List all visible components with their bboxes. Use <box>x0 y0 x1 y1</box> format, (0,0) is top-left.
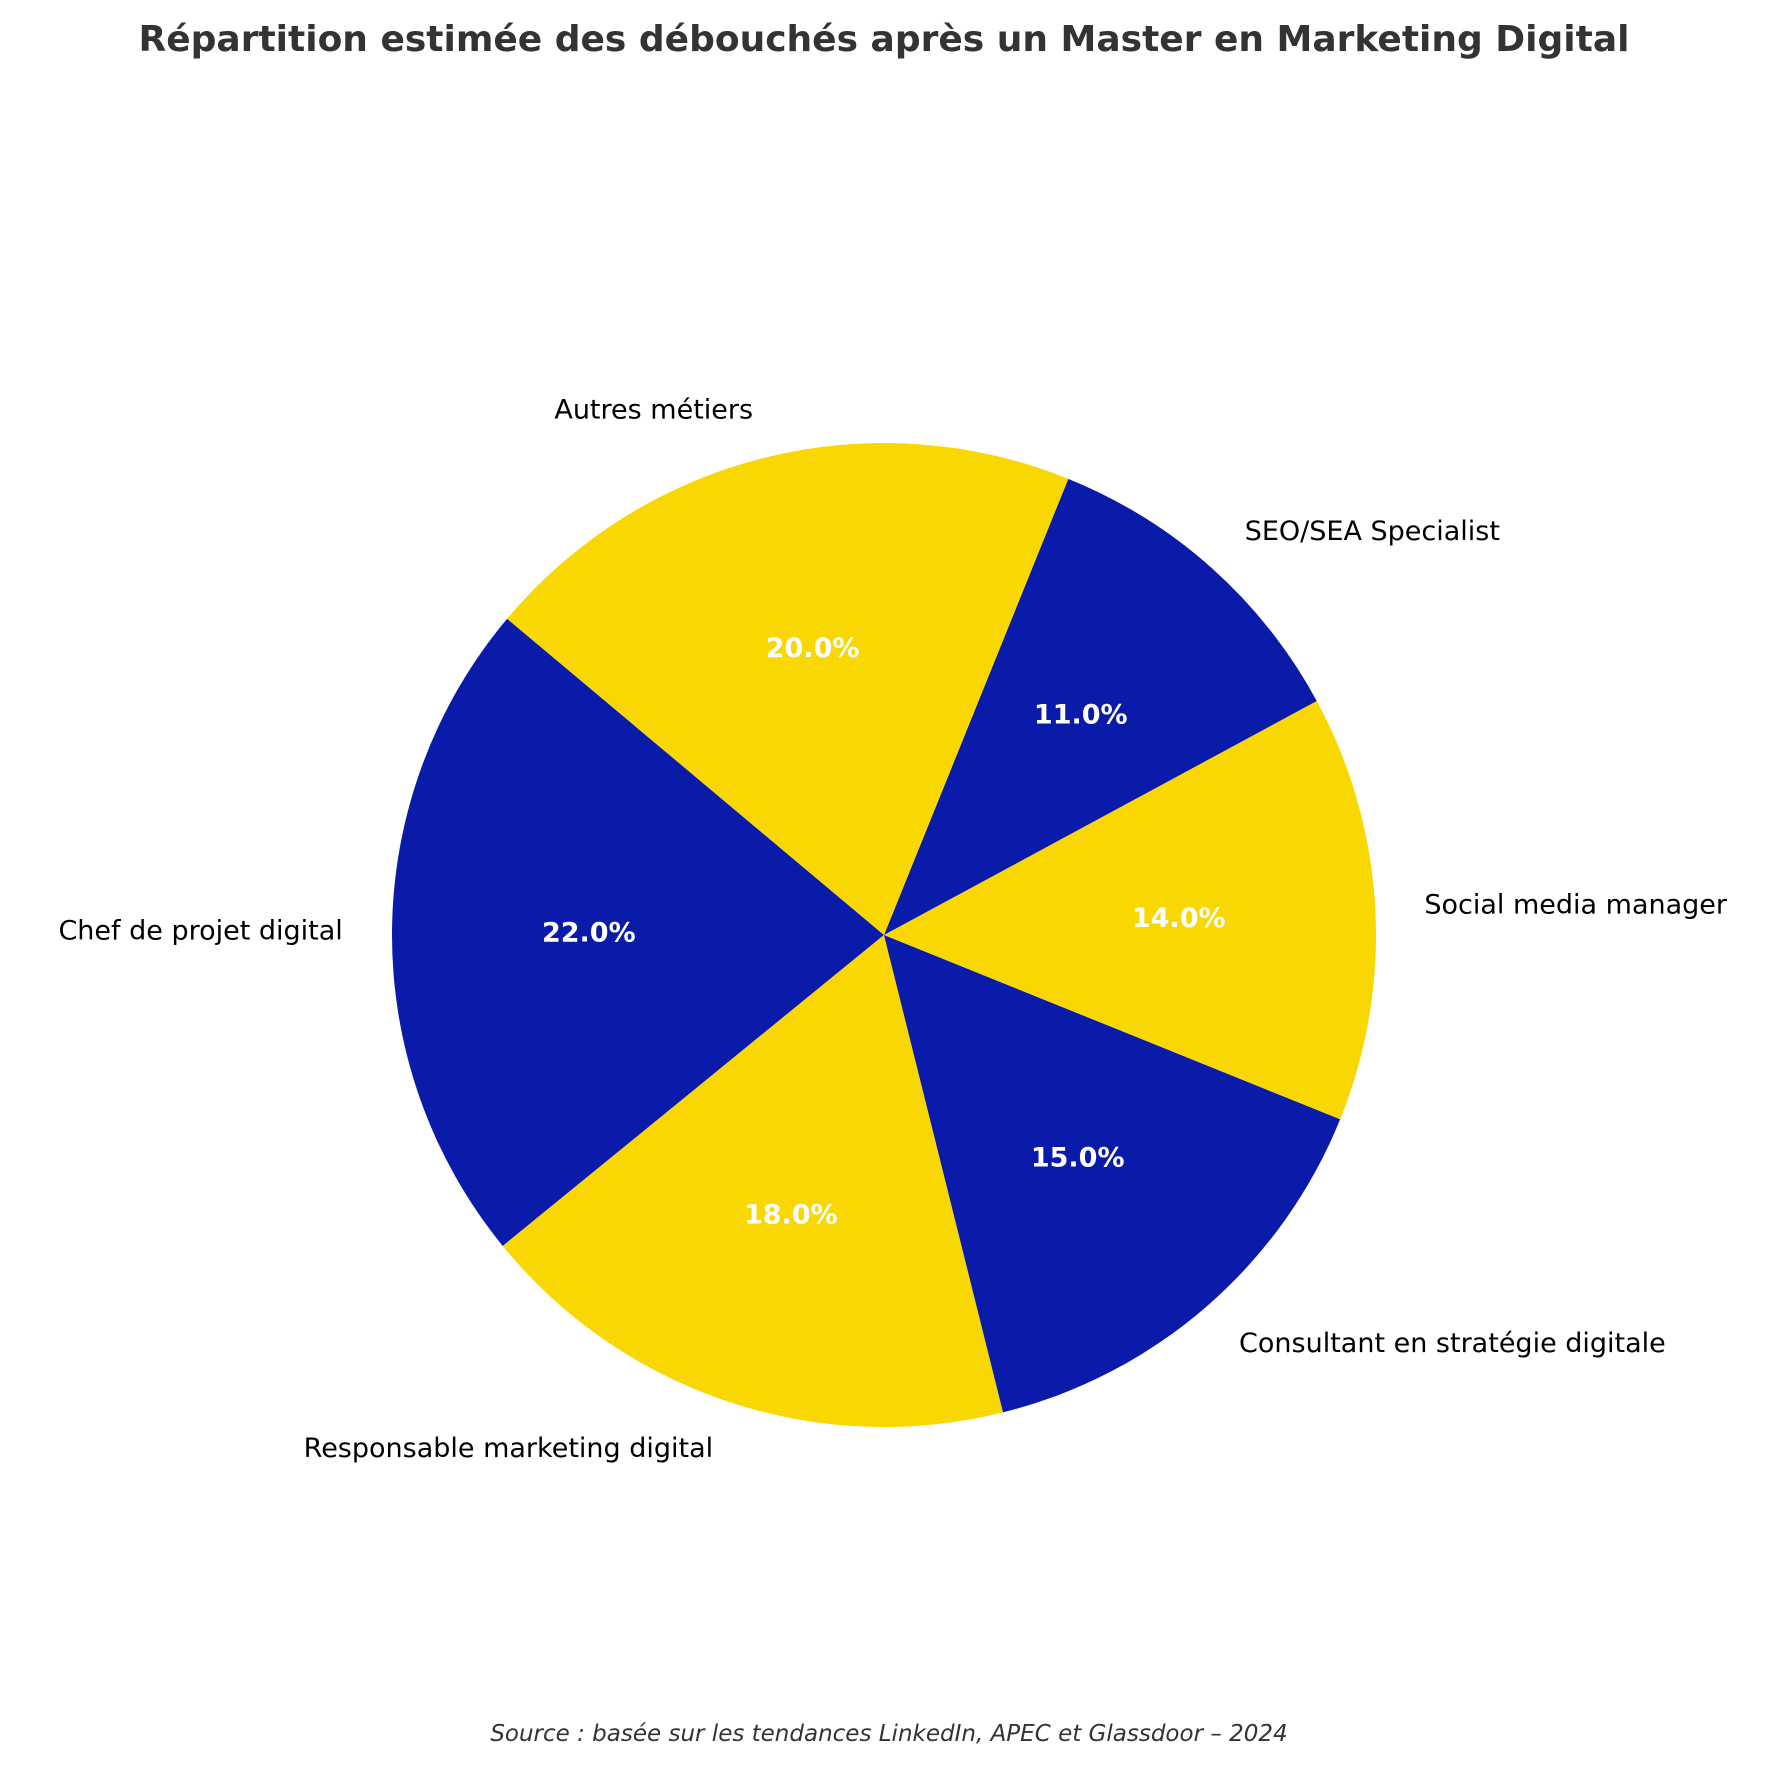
pie-slice-4 <box>884 478 1317 935</box>
slice-label-2: Consultant en stratégie digitale <box>1239 1328 1666 1359</box>
source-note: Source : basée sur les tendances LinkedI… <box>490 1721 1287 1747</box>
pie-slice-1 <box>502 935 1004 1427</box>
slice-label-5: Autres métiers <box>554 394 753 425</box>
slice-label-1: Responsable marketing digital <box>304 1433 714 1464</box>
pie-slice-0 <box>392 618 884 1246</box>
slice-percentage-4: 11.0% <box>1034 699 1128 730</box>
slice-percentage-1: 18.0% <box>744 1200 838 1231</box>
slice-percentage-5: 20.0% <box>766 633 860 664</box>
pie-slice-5 <box>507 443 1069 935</box>
slice-percentage-2: 15.0% <box>1031 1142 1125 1173</box>
chart-title: Répartition estimée des débouchés après … <box>139 19 1630 60</box>
pie-slice-3 <box>884 700 1376 1120</box>
slice-percentage-0: 22.0% <box>542 917 636 948</box>
percentage-labels: 22.0% 18.0% 15.0% 14.0% 11.0% 20.0% <box>542 633 1226 1231</box>
pie-slices <box>392 443 1376 1427</box>
pie-slice-2 <box>884 935 1341 1413</box>
slice-label-0: Chef de projet digital <box>58 916 342 947</box>
slice-percentage-3: 14.0% <box>1132 903 1226 934</box>
slice-label-4: SEO/SEA Specialist <box>1245 516 1500 547</box>
slice-label-3: Social media manager <box>1424 889 1728 920</box>
slice-labels: Chef de projet digital Responsable market… <box>58 394 1727 1464</box>
